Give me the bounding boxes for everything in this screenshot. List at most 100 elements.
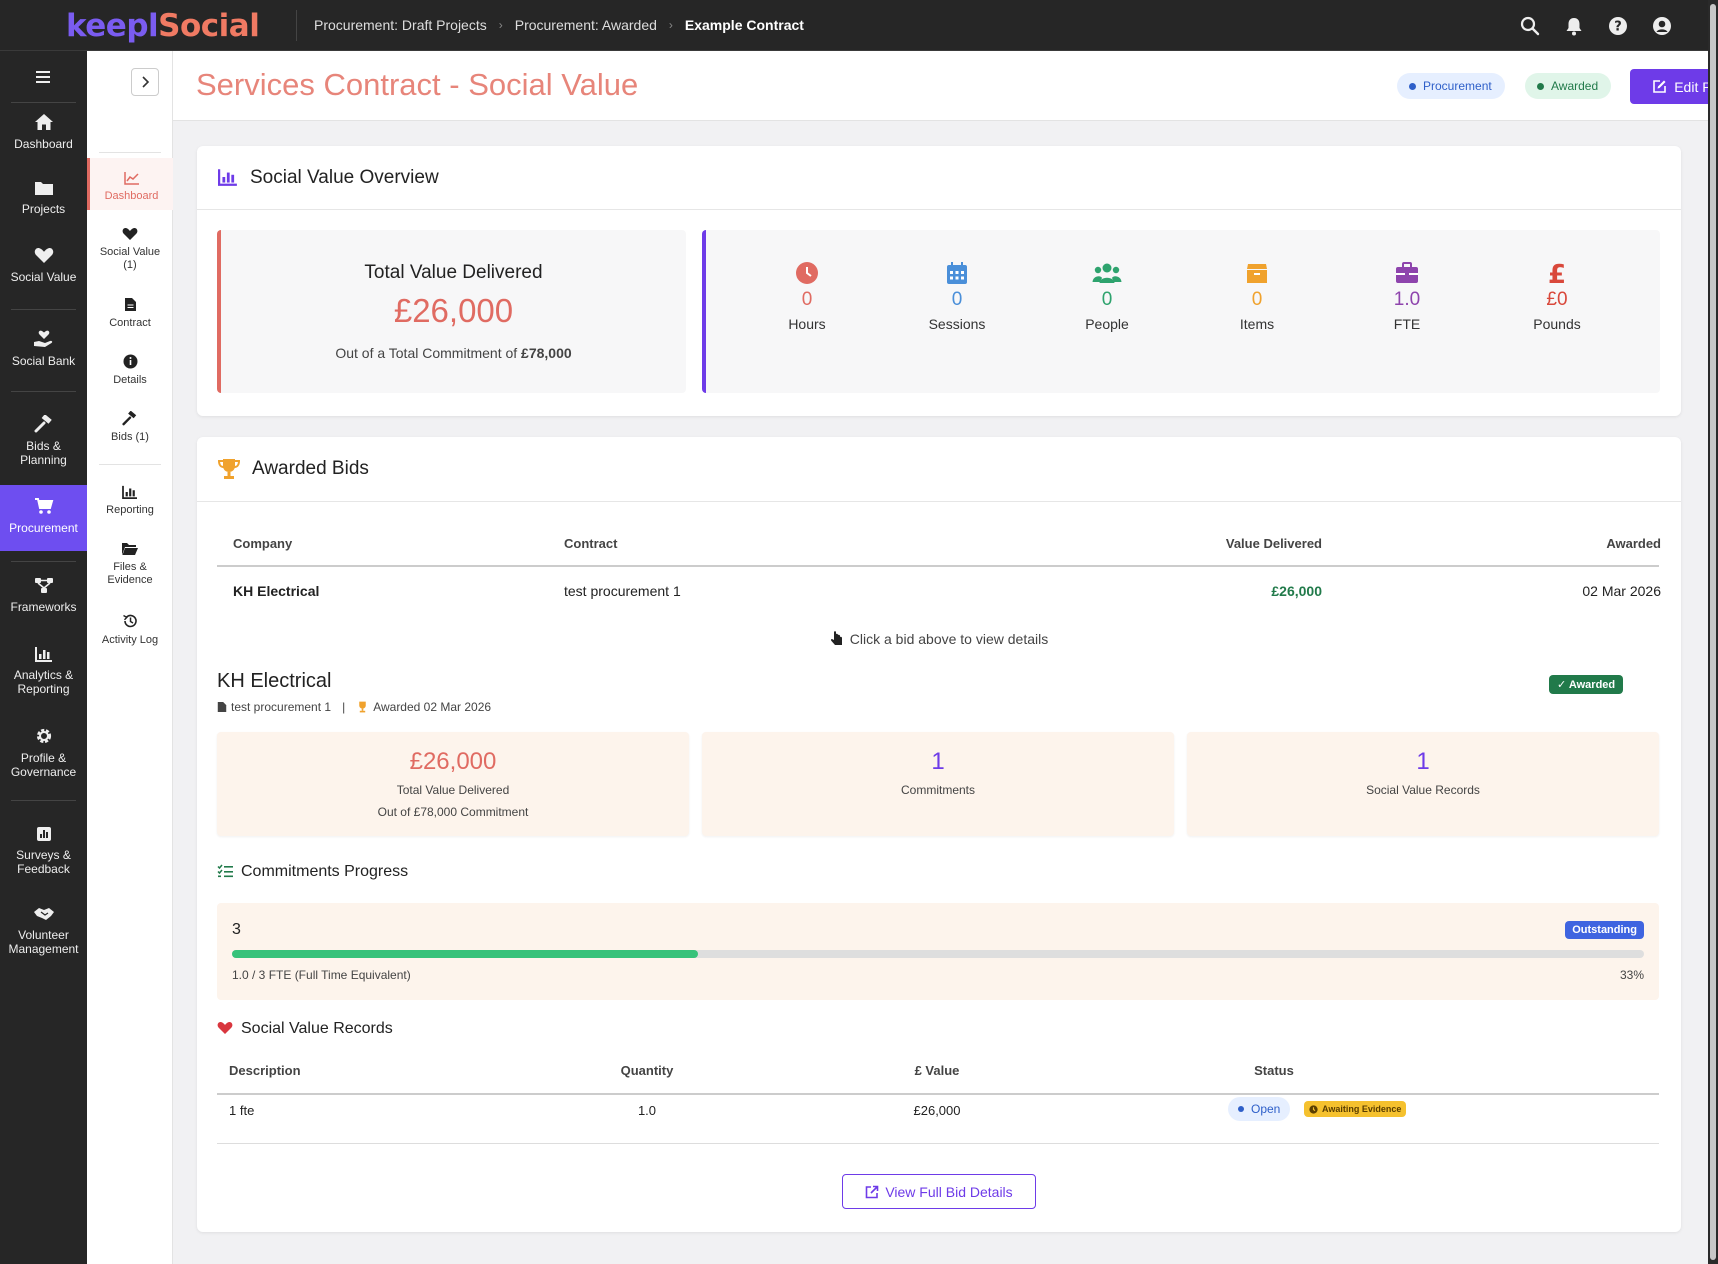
stat-sublabel: Out of £78,000 Commitment <box>377 805 529 819</box>
nav-label: Procurement <box>9 521 78 535</box>
page-title: Services Contract - Social Value <box>196 67 639 102</box>
commitment-status-badge: Outstanding <box>1565 921 1644 939</box>
dot-icon <box>1409 82 1416 90</box>
record-open-label: Open <box>1251 1102 1281 1116</box>
metric-sessions: 0 Sessions <box>882 260 1032 332</box>
stat-label: Social Value Records <box>1366 783 1480 797</box>
nav-label-2: Feedback <box>17 862 70 876</box>
nav-label: Profile & <box>20 751 67 765</box>
nav-item-profile[interactable]: Profile & Governance <box>0 727 87 779</box>
nav-label: Projects <box>21 202 66 216</box>
subnav-item-details[interactable]: Details <box>87 354 173 387</box>
metrics-panel: 0 Hours 0 Sessions 0 People 0 Items 1.0 <box>702 230 1660 393</box>
trophy-icon <box>359 701 366 713</box>
pointer-icon <box>830 631 842 645</box>
breadcrumb-draft-projects[interactable]: Procurement: Draft Projects <box>314 17 487 33</box>
view-full-bid-button[interactable]: View Full Bid Details <box>842 1174 1036 1209</box>
total-commitment: Out of a Total Commitment of £78,000 <box>221 345 686 361</box>
network-icon <box>34 578 53 593</box>
subnav-item-dashboard[interactable]: Dashboard <box>87 158 173 210</box>
social-value-records-title: Social Value Records <box>241 1020 393 1037</box>
column-contract: Contract <box>564 536 618 551</box>
commitment-name: 3 <box>232 921 241 938</box>
bell-icon[interactable] <box>1562 14 1586 38</box>
app-logo[interactable]: keeplSocial <box>66 8 260 44</box>
poll-icon <box>36 827 51 841</box>
nav-item-frameworks[interactable]: Frameworks <box>0 576 87 614</box>
breadcrumb-awarded[interactable]: Procurement: Awarded <box>514 17 657 33</box>
subnav-item-activity[interactable]: Activity Log <box>87 613 173 647</box>
menu-icon[interactable] <box>31 65 55 89</box>
breadcrumb-current: Example Contract <box>684 17 804 33</box>
record-awaiting-badge: Awaiting Evidence <box>1304 1101 1407 1117</box>
column-value: £ Value <box>914 1063 960 1078</box>
box-icon <box>1247 264 1267 283</box>
cart-icon <box>34 498 53 514</box>
subnav-item-files[interactable]: Files & Evidence <box>87 542 173 587</box>
external-link-icon <box>866 1185 879 1198</box>
clock-icon <box>1309 1104 1318 1114</box>
total-value-panel: Total Value Delivered £26,000 Out of a T… <box>217 230 686 393</box>
awarded-bids-card: Awarded Bids Company Contract Value Deli… <box>197 437 1681 1232</box>
metric-pounds: £ £0 Pounds <box>1482 260 1632 332</box>
nav-item-social-value[interactable]: Social Value <box>0 247 87 284</box>
hand-heart-icon <box>33 330 52 347</box>
edit-project-button[interactable]: Edit Project <box>1630 69 1718 104</box>
metric-value: 0 <box>951 289 963 310</box>
detail-awarded-badge: ✓ Awarded <box>1549 675 1624 694</box>
nav-label: Dashboard <box>14 137 73 151</box>
help-icon[interactable]: ? <box>1606 14 1630 38</box>
edit-icon <box>1653 80 1667 93</box>
record-open-badge: Open <box>1228 1097 1291 1121</box>
subnav-item-reporting[interactable]: Reporting <box>87 485 173 517</box>
commitment-value: £78,000 <box>521 345 572 361</box>
nav-item-surveys[interactable]: Surveys & Feedback <box>0 826 87 876</box>
page-scrollbar[interactable] <box>1708 0 1718 1264</box>
logo-part-2: Social <box>158 8 260 44</box>
list-check-icon <box>217 864 233 878</box>
search-icon[interactable] <box>1518 14 1542 38</box>
nav-item-procurement[interactable]: Procurement <box>0 485 87 551</box>
nav-item-analytics[interactable]: Analytics & Reporting <box>0 646 87 696</box>
metric-value: 0 <box>1251 289 1263 310</box>
detail-meta: test procurement 1 | Awarded 02 Mar 2026 <box>217 700 491 714</box>
heart-icon <box>122 228 138 240</box>
dot-icon <box>1238 1106 1244 1112</box>
scrollbar-thumb[interactable] <box>1710 4 1716 1260</box>
subnav-item-bids[interactable]: Bids (1) <box>87 411 173 444</box>
nav-item-projects[interactable]: Projects <box>0 180 87 216</box>
nav-item-bids-planning[interactable]: Bids & Planning <box>0 415 87 467</box>
chevron-right-icon: › <box>498 18 503 32</box>
column-status: Status <box>1254 1063 1294 1078</box>
bid-awarded-date: 02 Mar 2026 <box>1582 583 1661 599</box>
svg-text:?: ? <box>1614 20 1622 35</box>
awarded-badge: Awarded <box>1525 73 1612 99</box>
detail-awarded-date: Awarded 02 Mar 2026 <box>373 700 492 714</box>
badge-label: Awarded <box>1551 79 1599 93</box>
stat-total-value: £26,000 Total Value Delivered Out of £78… <box>217 732 689 836</box>
breadcrumb: Procurement: Draft Projects › Procuremen… <box>314 17 804 33</box>
nav-label-2: Governance <box>10 765 77 779</box>
metric-label: Pounds <box>1533 316 1581 332</box>
nav-label: Frameworks <box>10 600 77 614</box>
subnav-label: Dashboard <box>104 190 159 202</box>
nav-divider <box>11 561 76 562</box>
nav-item-dashboard[interactable]: Dashboard <box>0 113 87 165</box>
nav-item-volunteer[interactable]: Volunteer Management <box>0 906 87 956</box>
stat-label: Total Value Delivered <box>396 783 510 797</box>
history-icon <box>123 614 137 628</box>
nav-divider <box>11 800 76 801</box>
user-icon[interactable] <box>1650 14 1674 38</box>
awarded-bids-header: Awarded Bids <box>197 437 1681 502</box>
metric-fte: 1.0 FTE <box>1332 260 1482 332</box>
nav-divider <box>11 102 76 103</box>
subnav-label: Files & <box>113 561 147 573</box>
bid-contract: test procurement 1 <box>564 583 681 599</box>
progress-fill <box>232 950 698 958</box>
file-icon <box>217 702 227 712</box>
nav-item-social-bank[interactable]: Social Bank <box>0 330 87 368</box>
nav-label: Volunteer <box>18 928 69 942</box>
collapse-subnav-button[interactable] <box>131 68 159 96</box>
subnav-item-social-value[interactable]: Social Value (1) <box>87 227 173 272</box>
subnav-item-contract[interactable]: Contract <box>87 297 173 330</box>
